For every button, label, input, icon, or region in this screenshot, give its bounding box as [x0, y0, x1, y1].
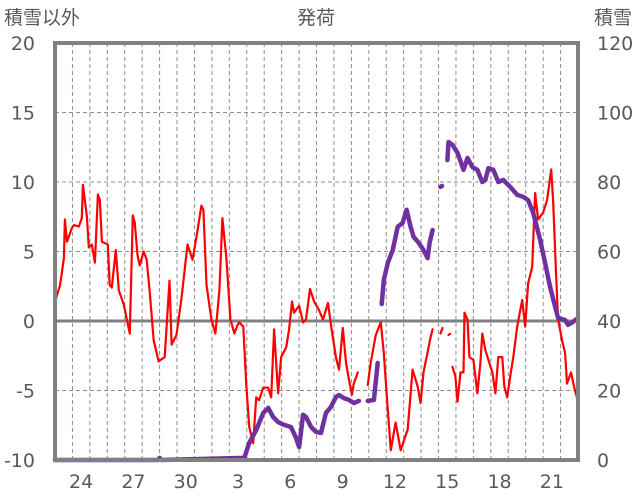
left-tick-label: 10	[11, 172, 35, 194]
x-tick-label: 30	[174, 471, 198, 493]
x-tick-label: 12	[383, 471, 407, 493]
right-tick-label: 120	[597, 33, 633, 55]
x-tick-label: 24	[69, 471, 93, 493]
non-snow-line	[53, 168, 580, 452]
gridlines	[55, 43, 578, 460]
axis-ticks: -10 -5 0 5 10 15 20 0 20 40 60 80 100 120 24 27 30 3 6 9 12 1…	[4, 33, 633, 493]
left-tick-label: 0	[23, 311, 35, 333]
x-tick-label: 3	[232, 471, 244, 493]
right-tick-label: 40	[597, 311, 621, 333]
x-tick-label: 27	[121, 471, 145, 493]
series-lines	[52, 139, 581, 463]
x-tick-label: 21	[540, 471, 564, 493]
x-tick-label: 6	[284, 471, 296, 493]
right-tick-label: 0	[597, 450, 609, 472]
left-tick-label: 20	[11, 33, 35, 55]
right-tick-label: 80	[597, 172, 621, 194]
right-tick-label: 100	[597, 103, 633, 125]
left-tick-label: 5	[23, 242, 35, 264]
plot-frame	[53, 41, 580, 462]
left-tick-label: -10	[4, 450, 35, 472]
left-axis-title: 積雪以外	[4, 7, 80, 29]
right-tick-label: 20	[597, 381, 621, 403]
x-tick-label: 18	[487, 471, 511, 493]
snow-depth-line	[52, 139, 581, 463]
x-tick-label: 15	[435, 471, 459, 493]
left-tick-label: -5	[16, 381, 35, 403]
right-axis-title: 積雪	[594, 7, 632, 29]
chart-title: 発荷	[297, 7, 335, 29]
left-tick-label: 15	[11, 103, 35, 125]
right-tick-label: 60	[597, 242, 621, 264]
x-tick-label: 9	[337, 471, 349, 493]
